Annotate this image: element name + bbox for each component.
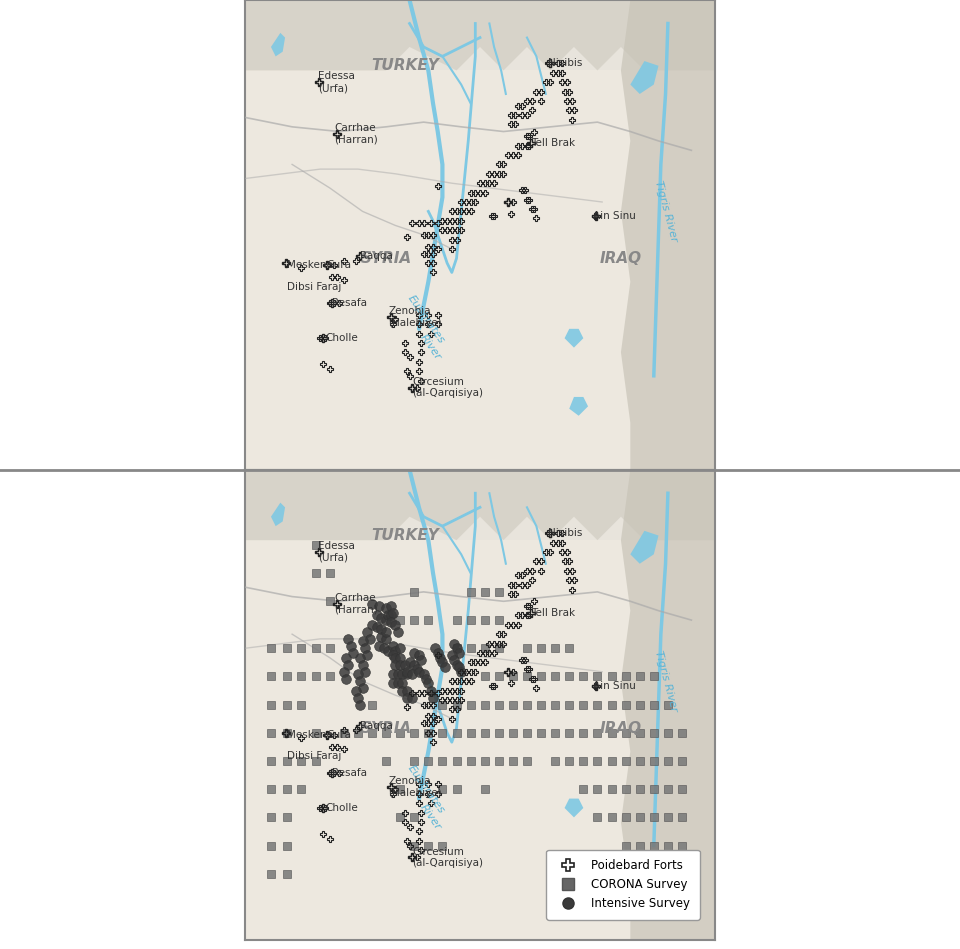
Polygon shape <box>621 470 715 940</box>
Text: Resafa: Resafa <box>332 298 367 308</box>
Text: Raqqa: Raqqa <box>360 251 393 261</box>
Text: Circesium
(al-Qarqisiya): Circesium (al-Qarqisiya) <box>412 847 483 868</box>
Text: River: River <box>419 333 444 363</box>
Polygon shape <box>631 530 659 564</box>
Text: Carrhae
(Harran): Carrhae (Harran) <box>334 123 378 144</box>
Polygon shape <box>245 0 715 70</box>
Polygon shape <box>271 33 285 56</box>
Text: Sura: Sura <box>327 260 351 270</box>
Text: Dibsi Faraj: Dibsi Faraj <box>287 282 342 291</box>
Text: Edessa
(Urfa): Edessa (Urfa) <box>318 71 355 93</box>
Text: Tell Brak: Tell Brak <box>531 608 575 618</box>
Text: Euphrates: Euphrates <box>406 293 446 345</box>
Text: Ain Sinu: Ain Sinu <box>592 680 636 691</box>
Text: Raqqa: Raqqa <box>360 721 393 731</box>
Polygon shape <box>621 0 715 470</box>
Text: SYRIA: SYRIA <box>361 251 412 266</box>
Text: IRAQ: IRAQ <box>600 251 642 266</box>
Text: TURKEY: TURKEY <box>371 528 439 543</box>
Text: SYRIA: SYRIA <box>361 720 412 735</box>
Text: Meskene: Meskene <box>287 730 333 740</box>
Text: Tigris River: Tigris River <box>653 649 679 713</box>
Text: Euphrates: Euphrates <box>406 763 446 815</box>
Polygon shape <box>271 503 285 526</box>
Text: Tigris River: Tigris River <box>653 179 679 243</box>
Text: Sura: Sura <box>327 730 351 740</box>
Text: Carrhae
(Harran): Carrhae (Harran) <box>334 593 378 614</box>
Text: Resafa: Resafa <box>332 768 367 778</box>
Text: Cholle: Cholle <box>325 803 358 813</box>
Polygon shape <box>569 866 588 885</box>
Polygon shape <box>564 329 584 347</box>
Text: Nisibis: Nisibis <box>548 529 583 538</box>
Text: Circesium
(al-Qarqisiya): Circesium (al-Qarqisiya) <box>412 377 483 399</box>
Text: Ain Sinu: Ain Sinu <box>592 211 636 221</box>
Polygon shape <box>564 799 584 817</box>
Text: Zenobia
(Halebiye): Zenobia (Halebiye) <box>389 307 442 328</box>
Text: Edessa
(Urfa): Edessa (Urfa) <box>318 541 355 563</box>
Text: Meskene: Meskene <box>287 260 333 270</box>
Text: TURKEY: TURKEY <box>371 58 439 73</box>
Text: Cholle: Cholle <box>325 333 358 344</box>
Text: Zenobia
(Halebiye): Zenobia (Halebiye) <box>389 776 442 798</box>
Polygon shape <box>569 397 588 416</box>
Text: Tell Brak: Tell Brak <box>531 139 575 148</box>
Text: Dibsi Faraj: Dibsi Faraj <box>287 752 342 761</box>
Text: IRAQ: IRAQ <box>600 720 642 735</box>
Polygon shape <box>245 470 715 540</box>
Text: Nisibis: Nisibis <box>548 59 583 68</box>
Polygon shape <box>631 61 659 94</box>
Legend: Poidebard Forts, CORONA Survey, Intensive Survey: Poidebard Forts, CORONA Survey, Intensiv… <box>546 849 700 920</box>
Text: River: River <box>419 803 444 832</box>
